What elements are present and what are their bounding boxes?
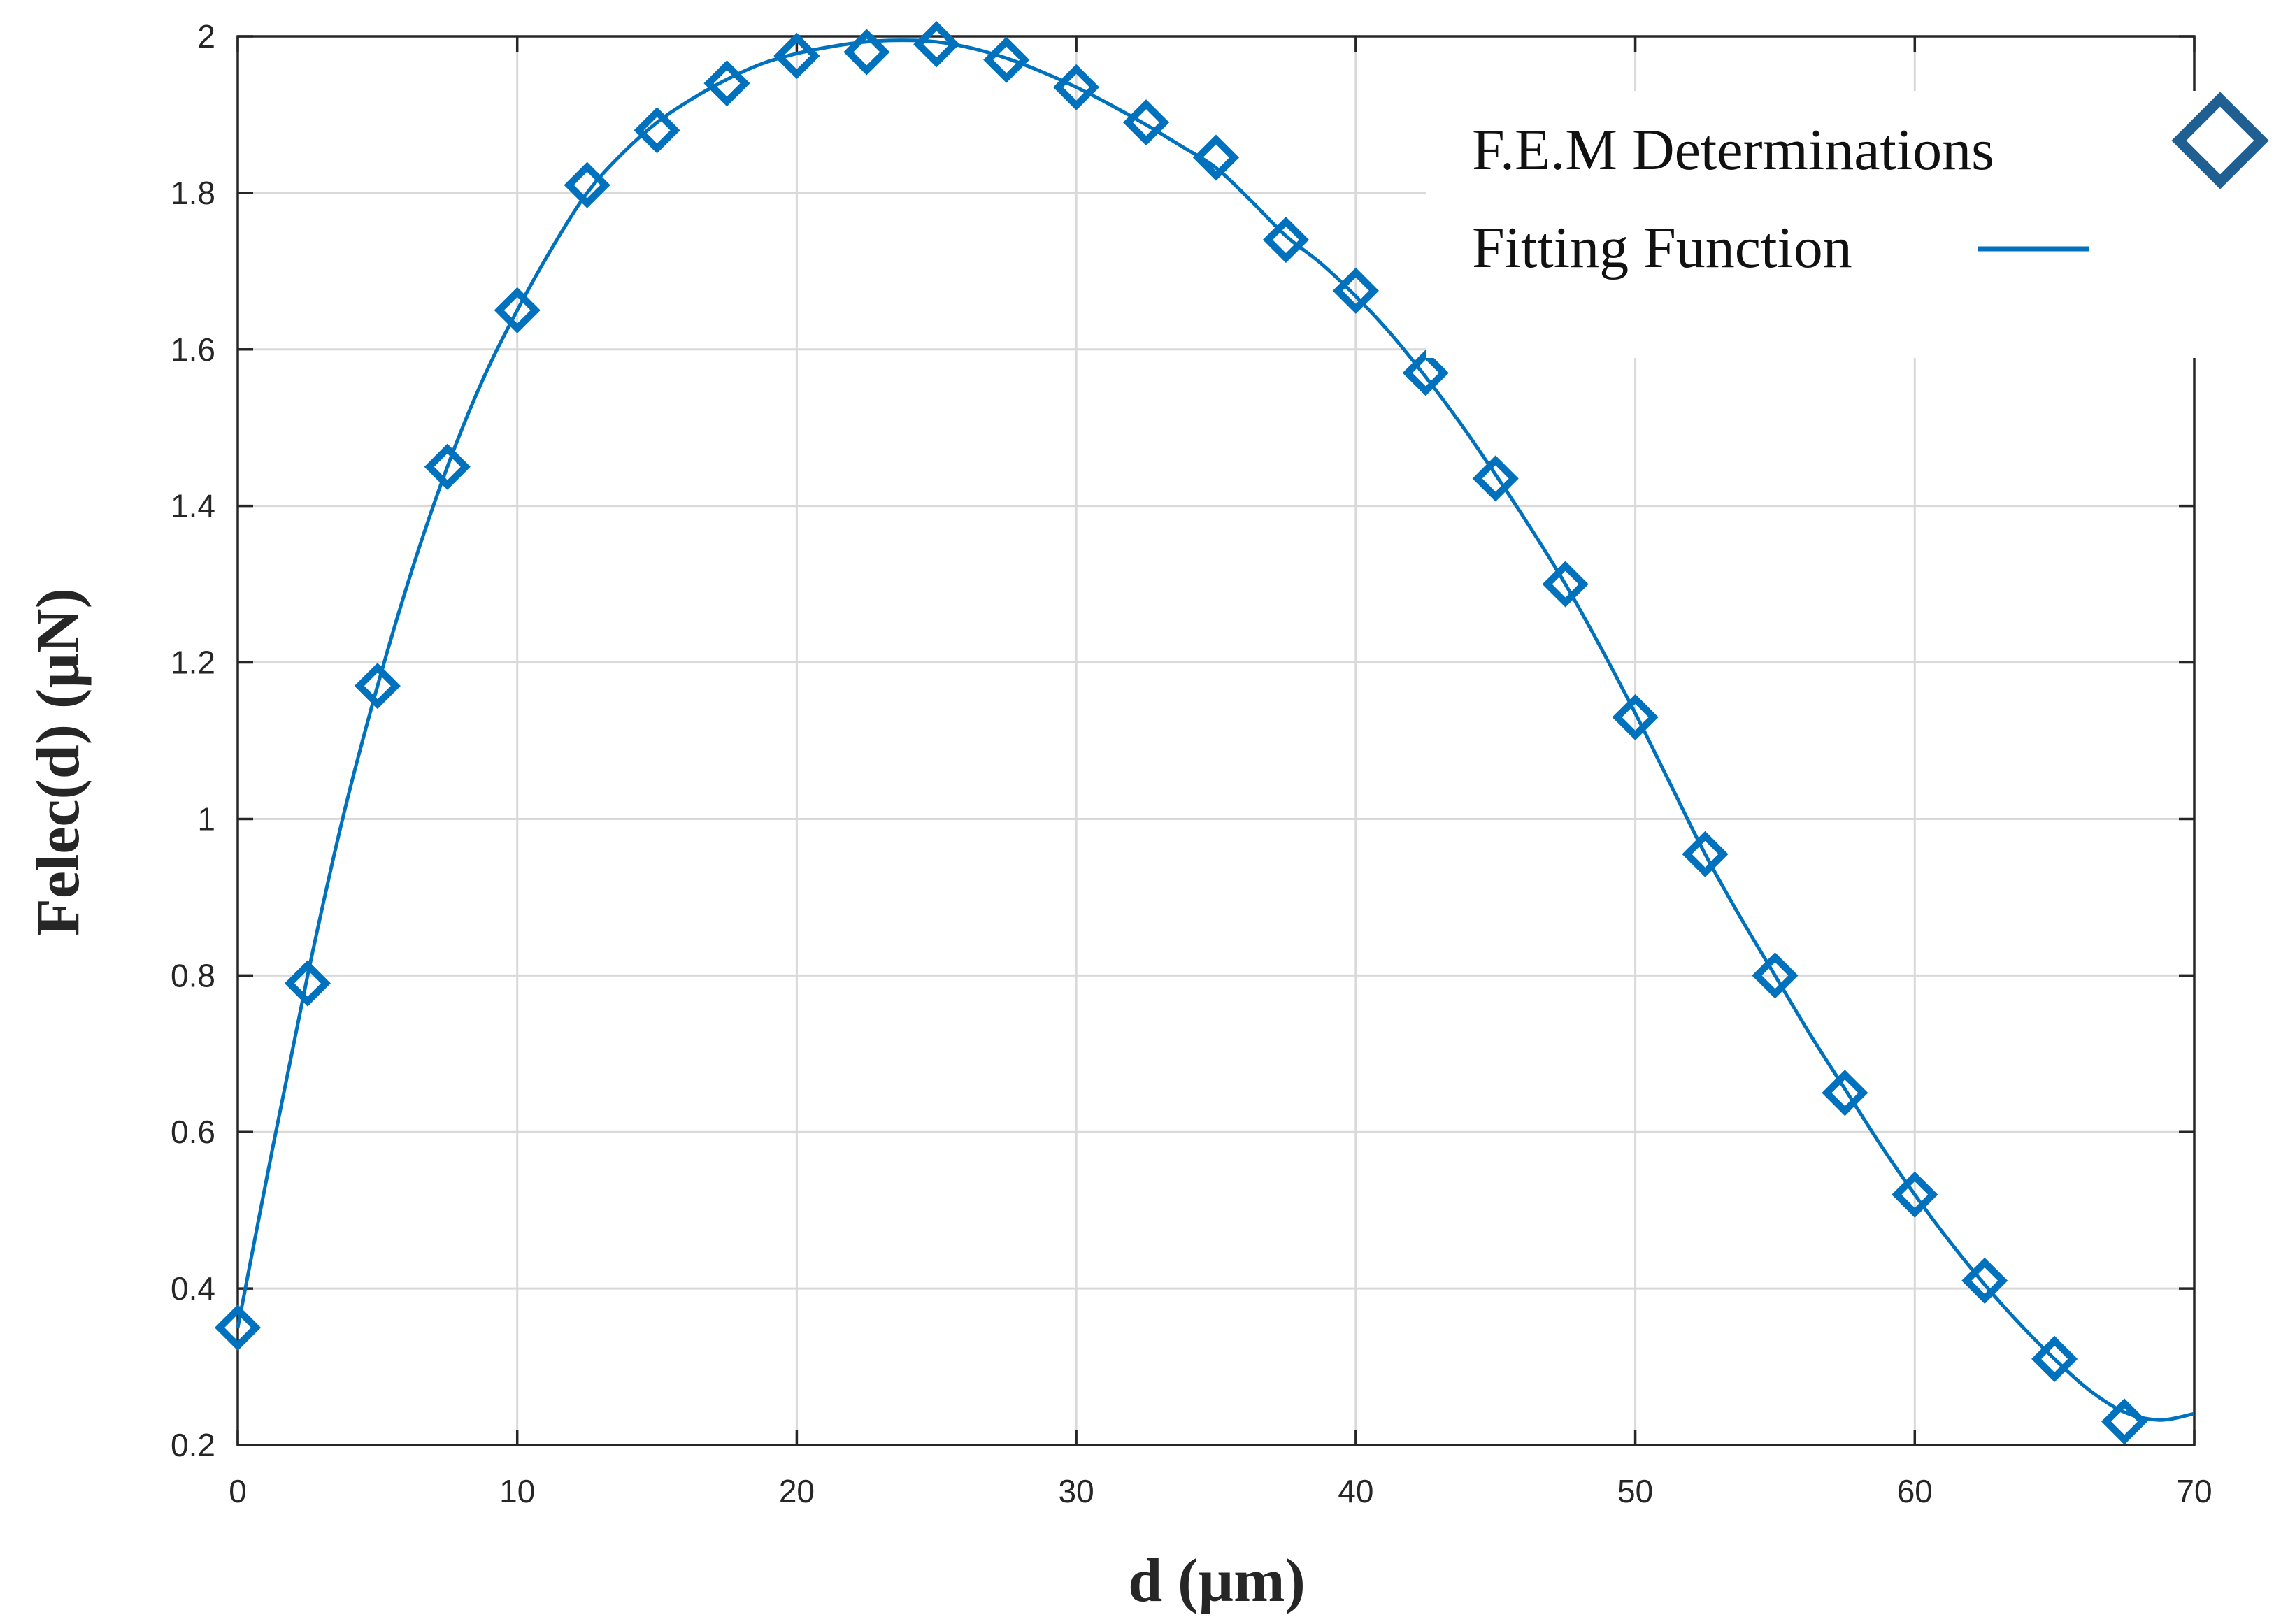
series-layer bbox=[214, 21, 2195, 1445]
y-tick-label: 1.2 bbox=[171, 645, 215, 681]
y-tick-label: 1.4 bbox=[171, 488, 215, 524]
x-tick-label: 10 bbox=[499, 1473, 535, 1509]
fem-data-point bbox=[564, 161, 610, 208]
y-tick-label: 0.6 bbox=[171, 1114, 215, 1150]
grid-lines bbox=[238, 36, 2194, 1445]
fem-data-point bbox=[1402, 350, 1449, 396]
y-tick-label: 1 bbox=[197, 800, 215, 837]
fem-data-point bbox=[2101, 1398, 2148, 1445]
y-tick-label: 0.2 bbox=[171, 1427, 215, 1463]
fem-data-point bbox=[1122, 99, 1170, 146]
axes-frame bbox=[236, 35, 2196, 1446]
fem-data-point bbox=[1542, 561, 1589, 608]
fem-data-point bbox=[424, 443, 471, 490]
plot-frame bbox=[236, 35, 2196, 1446]
fem-data-point bbox=[634, 107, 680, 154]
fem-data-point bbox=[1262, 216, 1310, 264]
fem-data-point bbox=[1752, 952, 1799, 999]
legend-label-fit: Fitting Function bbox=[1472, 215, 1852, 280]
fem-data-point bbox=[1822, 1070, 1868, 1116]
fem-data-point bbox=[1961, 1257, 2008, 1304]
y-axis-title: Felec(d) (µN) bbox=[24, 588, 92, 936]
y-tick-label: 1.6 bbox=[171, 331, 215, 368]
legend-label-fem: F.E.M Determinations bbox=[1472, 117, 1994, 182]
fem-data-point bbox=[1053, 64, 1100, 110]
legend-marker-diamond bbox=[2171, 92, 2269, 189]
fem-data-point bbox=[284, 960, 331, 1007]
x-tick-label: 50 bbox=[1617, 1473, 1653, 1509]
fem-data-point bbox=[773, 32, 820, 80]
x-axis-title: d (µm) bbox=[1128, 1547, 1306, 1615]
fem-data-point bbox=[1892, 1171, 1938, 1218]
fitting-function-line bbox=[236, 38, 2195, 1422]
tick-labels: 0 10 20 30 40 50 60 70 0.2 0.4 0.6 0.8 1 1.2 1.4 1.6 1.8… bbox=[171, 18, 2212, 1509]
legend: F.E.M Determinations Fitting Function bbox=[1426, 91, 2273, 358]
x-tick-label: 20 bbox=[779, 1473, 815, 1509]
x-tick-label: 30 bbox=[1059, 1473, 1094, 1509]
fem-data-point bbox=[494, 287, 541, 333]
fem-data-point bbox=[2031, 1335, 2078, 1382]
y-tick-label: 1.8 bbox=[171, 175, 215, 211]
x-tick-label: 70 bbox=[2176, 1473, 2212, 1509]
y-tick-label: 0.8 bbox=[171, 957, 215, 993]
fem-data-point bbox=[703, 60, 750, 107]
fem-data-point bbox=[1332, 267, 1379, 314]
fem-data-point bbox=[1192, 134, 1240, 181]
fem-data-point bbox=[214, 1305, 262, 1351]
fem-data-point bbox=[843, 29, 890, 76]
y-tick-label: 0.4 bbox=[171, 1270, 215, 1307]
legend-background bbox=[1426, 91, 2273, 358]
y-tick-label: 2 bbox=[197, 18, 215, 55]
fem-data-point bbox=[983, 36, 1030, 83]
x-tick-label: 0 bbox=[229, 1473, 247, 1509]
fem-data-point bbox=[1612, 694, 1659, 740]
fem-data-point bbox=[1682, 831, 1729, 877]
fem-data-point bbox=[354, 663, 401, 710]
x-tick-label: 60 bbox=[1897, 1473, 1933, 1509]
fem-data-point bbox=[913, 21, 960, 68]
fem-data-point bbox=[1472, 455, 1519, 502]
x-tick-label: 40 bbox=[1338, 1473, 1373, 1509]
